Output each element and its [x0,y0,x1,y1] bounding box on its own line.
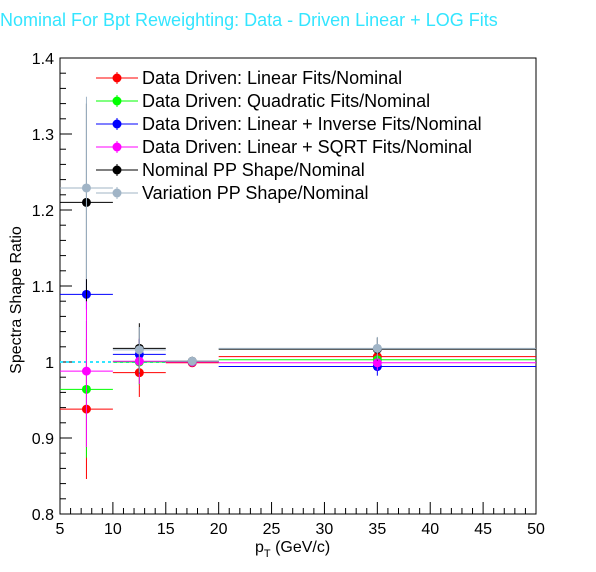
y-tick-label: 1.4 [32,51,54,68]
series-2 [60,320,536,458]
x-tick-label: 40 [421,521,439,538]
legend-swatch-marker [112,142,122,152]
legend-swatch-marker [112,73,122,83]
data-point [81,366,91,376]
x-tick-label: 45 [474,521,492,538]
y-tick-label: 1.1 [32,279,54,296]
data-point [372,358,382,368]
x-axis-label: pT (GeV/c) [255,539,330,560]
data-point [372,343,382,353]
legend-entry: Data Driven: Linear + SQRT Fits/Nominal [142,137,472,157]
legend-entry: Variation PP Shape/Nominal [142,183,368,203]
y-tick-label: 1 [45,355,54,372]
x-tick-label: 35 [368,521,386,538]
legend-swatch-marker [112,165,122,175]
legend-entry: Nominal PP Shape/Nominal [142,160,365,180]
series-4 [60,295,536,448]
y-tick-label: 1.2 [32,203,54,220]
legend-entry: Data Driven: Linear Fits/Nominal [142,68,402,88]
y-axis-label: Spectra Shape Ratio [8,226,25,374]
series-6 [60,96,536,373]
legend-swatch-marker [112,96,122,106]
chart-title: Nominal For Bpt Reweighting: Data - Driv… [0,10,498,30]
x-tick-label: 5 [56,521,65,538]
legend-swatch-marker [112,119,122,129]
x-tick-label: 10 [104,521,122,538]
y-tick-label: 1.3 [32,127,54,144]
x-tick-label: 30 [316,521,334,538]
legend-entry: Data Driven: Quadratic Fits/Nominal [142,91,430,111]
y-tick-label: 0.9 [32,431,54,448]
legend-entry: Data Driven: Linear + Inverse Fits/Nomin… [142,114,482,134]
x-tick-label: 50 [527,521,545,538]
data-point [81,183,91,193]
legend-swatch-marker [112,188,122,198]
data-point [187,356,197,366]
x-tick-label: 25 [263,521,281,538]
y-tick-label: 0.8 [32,507,54,524]
x-tick-label: 20 [210,521,228,538]
data-point [134,345,144,355]
x-tick-label: 15 [157,521,175,538]
